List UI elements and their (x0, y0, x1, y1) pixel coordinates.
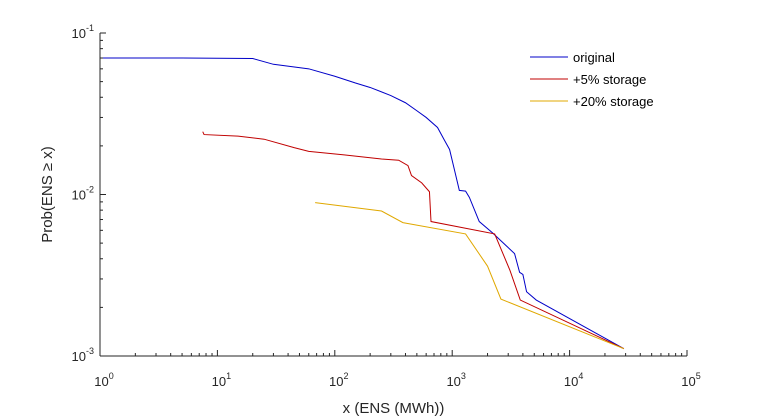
series-line-2 (315, 202, 625, 350)
y-tick-label: 10-2 (72, 185, 94, 203)
series-layer (100, 57, 625, 350)
y-tick-label: 10-1 (72, 23, 94, 41)
x-tick-label: 100 (94, 371, 113, 389)
y-tick-exponent: -1 (86, 23, 94, 33)
x-axis-label: x (ENS (MWh)) (343, 400, 445, 417)
x-tick-exponent: 0 (109, 371, 114, 381)
y-axis-label: Prob(ENS ≥ x) (39, 146, 56, 243)
x-tick-base: 10 (564, 374, 578, 389)
x-tick-base: 10 (329, 374, 343, 389)
x-tick-exponent: 5 (696, 371, 701, 381)
series-line-0 (100, 57, 625, 350)
x-tick-exponent: 1 (226, 371, 231, 381)
series-line-1 (202, 131, 625, 350)
y-tick-exponent: -2 (86, 185, 94, 195)
x-tick-label: 102 (329, 371, 348, 389)
y-tick-exponent: -3 (86, 346, 94, 356)
y-tick-base: 10 (72, 188, 86, 203)
x-tick-exponent: 3 (461, 371, 466, 381)
x-tick-label: 101 (212, 371, 231, 389)
x-tick-base: 10 (446, 374, 460, 389)
x-tick-label: 103 (446, 371, 465, 389)
legend-label-1: +5% storage (573, 72, 646, 87)
x-tick-label: 104 (564, 371, 583, 389)
x-tick-exponent: 2 (344, 371, 349, 381)
x-tick-base: 10 (681, 374, 695, 389)
legend-items: original +5% storage +20% storage (530, 50, 654, 109)
y-tick-base: 10 (72, 349, 86, 364)
x-tick-base: 10 (212, 374, 226, 389)
legend-label-2: +20% storage (573, 94, 654, 109)
x-tick-base: 10 (94, 374, 108, 389)
x-tick-exponent: 4 (578, 371, 583, 381)
y-tick-base: 10 (72, 26, 86, 41)
legend: original +5% storage +20% storage (522, 45, 680, 113)
y-tick-label: 10-3 (72, 346, 94, 364)
x-tick-label: 105 (681, 371, 700, 389)
legend-label-0: original (573, 50, 615, 65)
